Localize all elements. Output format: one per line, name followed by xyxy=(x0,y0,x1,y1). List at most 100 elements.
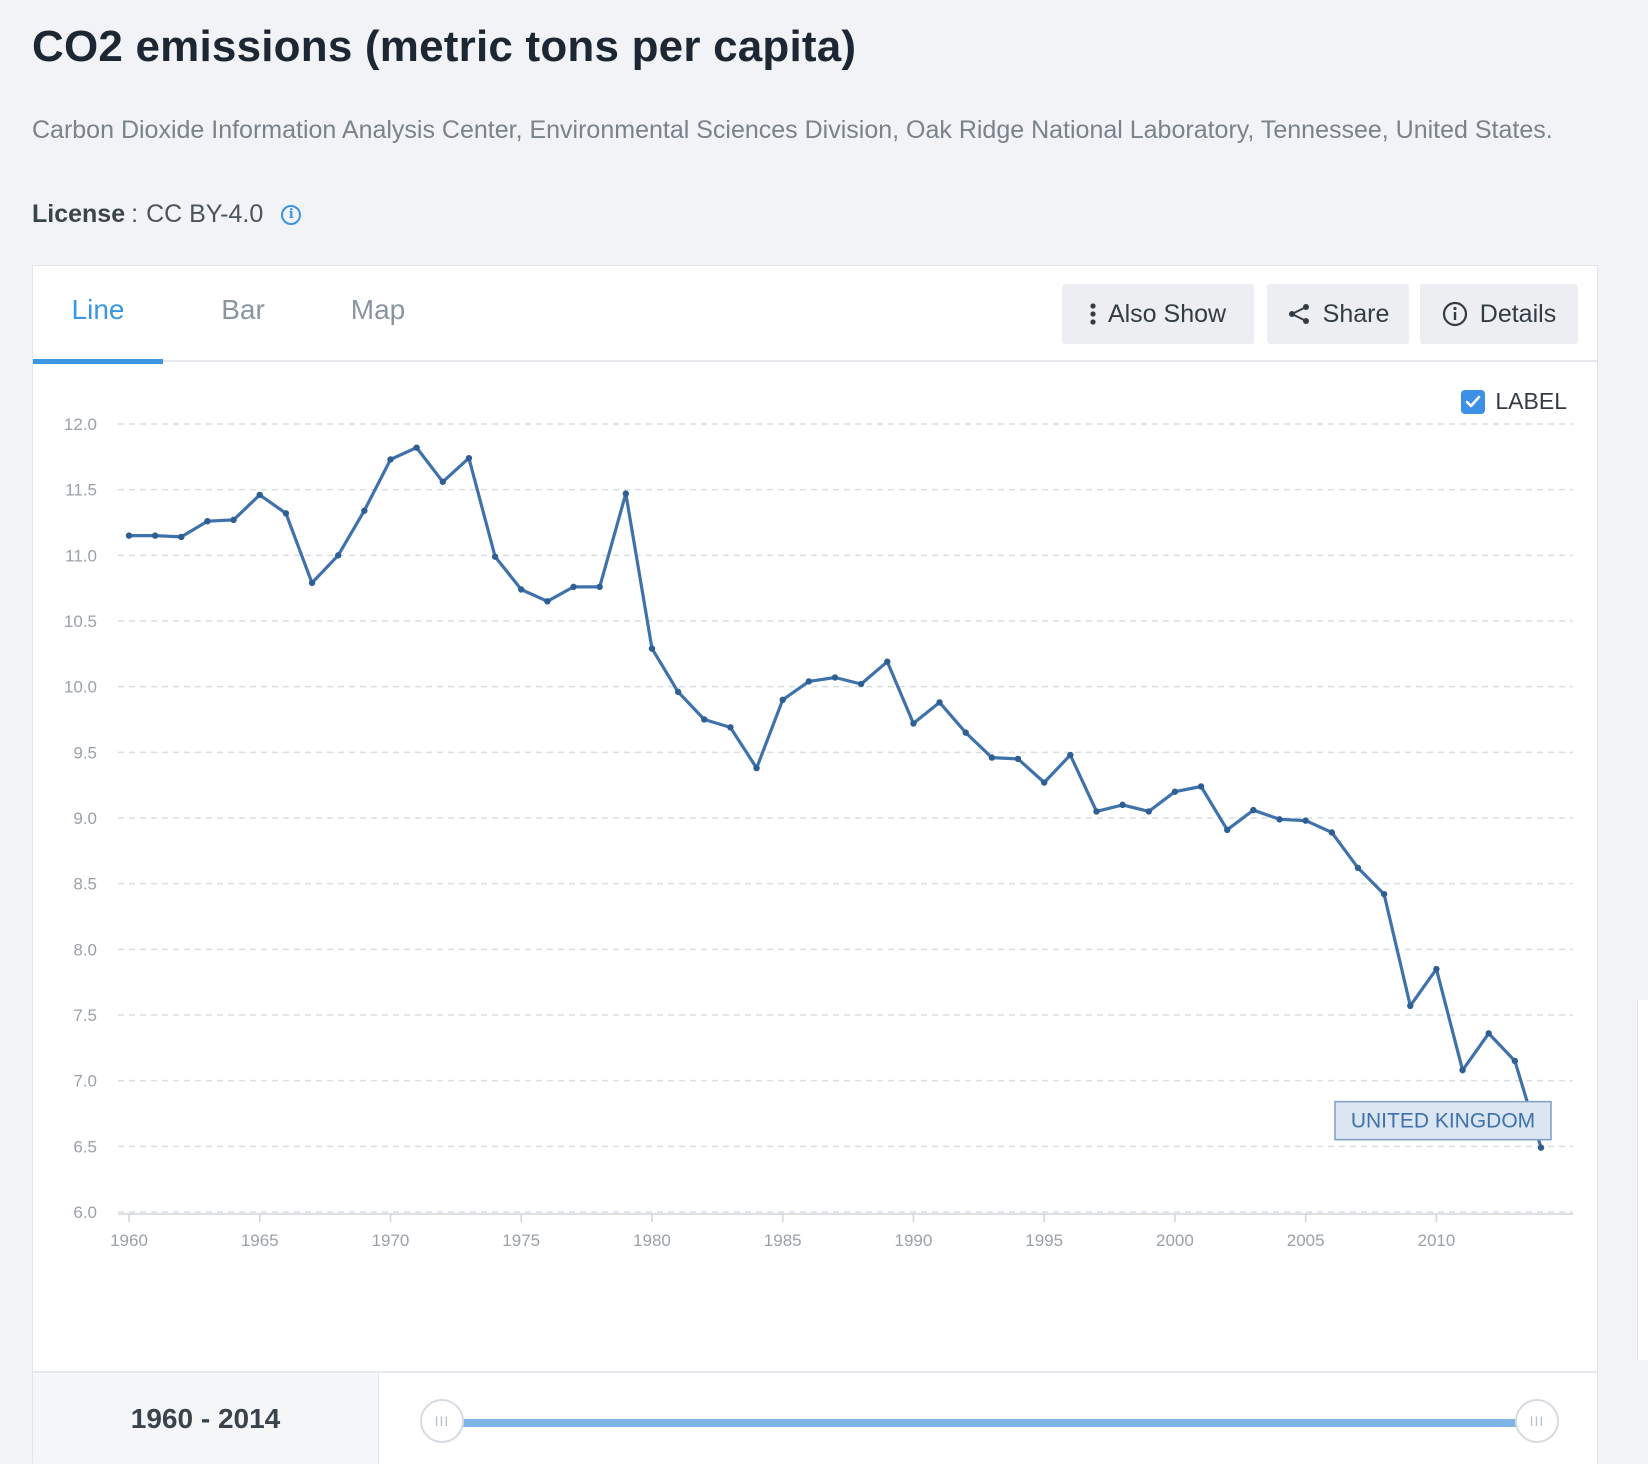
data-point xyxy=(413,444,420,451)
data-point xyxy=(596,583,603,591)
data-point xyxy=(701,716,708,723)
data-point xyxy=(230,516,237,524)
data-point xyxy=(1433,965,1440,973)
data-point xyxy=(1537,1144,1545,1151)
data-point xyxy=(1407,1002,1414,1010)
x-tick-label: 1970 xyxy=(372,1231,410,1250)
y-tick-label: 8.0 xyxy=(73,940,97,959)
data-point xyxy=(910,720,917,727)
data-point xyxy=(204,517,211,525)
data-point xyxy=(1485,1030,1492,1037)
data-point xyxy=(1093,808,1100,815)
data-point xyxy=(125,532,133,539)
y-tick-label: 8.5 xyxy=(73,875,97,894)
data-point xyxy=(491,553,499,560)
license-row: License : CC BY-4.0 i xyxy=(32,200,302,229)
x-tick-label: 2010 xyxy=(1417,1231,1455,1250)
data-point xyxy=(387,456,394,463)
data-point xyxy=(857,680,865,688)
side-panel-edge xyxy=(1637,1000,1648,1360)
data-point xyxy=(1145,808,1152,815)
data-point xyxy=(1197,783,1205,790)
more-vertical-icon xyxy=(1090,303,1096,325)
also-show-label: Also Show xyxy=(1107,299,1227,328)
y-tick-label: 9.5 xyxy=(73,743,97,762)
data-point xyxy=(1380,890,1388,898)
data-point xyxy=(1171,788,1179,795)
y-tick-label: 12.0 xyxy=(64,415,97,434)
y-tick-label: 7.0 xyxy=(73,1072,97,1091)
data-point xyxy=(1276,816,1283,823)
data-point xyxy=(988,754,996,761)
data-point xyxy=(1511,1057,1519,1065)
year-range: 1960 - 2014 xyxy=(33,1373,379,1464)
chart-panel: Line Bar Map Also Show Share Details 12.… xyxy=(32,265,1598,1464)
data-point xyxy=(282,510,290,517)
x-tick-label: 1960 xyxy=(110,1231,148,1250)
x-tick-label: 2005 xyxy=(1287,1231,1325,1250)
data-point xyxy=(674,688,682,696)
data-point xyxy=(439,478,446,485)
data-point xyxy=(1040,779,1048,786)
y-tick-label: 10.5 xyxy=(64,612,97,631)
x-tick-label: 1975 xyxy=(502,1231,540,1250)
data-point xyxy=(518,586,525,593)
data-point xyxy=(727,724,734,731)
tab-bar[interactable]: Bar xyxy=(221,294,265,325)
license-separator: : xyxy=(131,200,139,228)
data-point xyxy=(465,454,473,462)
info-circle-icon xyxy=(1442,301,1468,327)
also-show-button[interactable]: Also Show xyxy=(1062,284,1254,344)
source-text: Carbon Dioxide Information Analysis Cent… xyxy=(32,116,1553,144)
y-tick-label: 10.0 xyxy=(64,678,97,697)
share-label: Share xyxy=(1322,299,1390,328)
label-toggle[interactable]: LABEL xyxy=(1461,388,1567,415)
data-point xyxy=(1328,829,1336,836)
info-icon[interactable]: i xyxy=(281,204,302,225)
data-point xyxy=(334,552,342,559)
license-label: License xyxy=(32,200,126,228)
data-point xyxy=(570,583,577,591)
label-toggle-text: LABEL xyxy=(1495,388,1567,414)
data-point xyxy=(308,579,316,587)
data-point xyxy=(1067,751,1074,759)
series-line xyxy=(129,446,1543,1149)
data-point xyxy=(936,699,943,706)
chart-tabs: Line Bar Map Also Show Share Details xyxy=(33,266,1597,364)
checkbox-checked-icon[interactable] xyxy=(1461,389,1486,414)
range-slider-track[interactable] xyxy=(443,1419,1537,1427)
share-icon xyxy=(1287,302,1311,326)
range-footer: 1960 - 2014 III III xyxy=(33,1371,1597,1464)
series-label-box xyxy=(1334,1100,1552,1141)
data-point xyxy=(1354,864,1362,872)
x-tick-label: 1990 xyxy=(895,1231,933,1250)
data-point xyxy=(1250,806,1257,814)
y-tick-label: 11.5 xyxy=(65,481,97,500)
x-tick-label: 1980 xyxy=(633,1231,671,1250)
share-button[interactable]: Share xyxy=(1267,284,1409,344)
page-title: CO2 emissions (metric tons per capita) xyxy=(32,22,857,71)
tab-line[interactable]: Line xyxy=(33,266,163,364)
range-start-handle[interactable]: III xyxy=(420,1399,464,1443)
data-point xyxy=(779,696,786,703)
x-tick-label: 1965 xyxy=(241,1231,279,1250)
y-tick-label: 6.5 xyxy=(73,1137,97,1156)
data-point xyxy=(178,533,185,541)
details-button[interactable]: Details xyxy=(1420,284,1578,344)
data-point xyxy=(1459,1066,1466,1074)
x-tick-label: 2000 xyxy=(1156,1231,1194,1250)
data-point xyxy=(256,491,263,499)
series-label: UNITED KINGDOM xyxy=(1351,1110,1535,1133)
data-point xyxy=(151,532,159,539)
data-point xyxy=(962,729,969,736)
tab-map[interactable]: Map xyxy=(350,294,406,325)
data-point xyxy=(361,507,368,514)
data-point xyxy=(648,645,656,652)
y-tick-label: 11.0 xyxy=(65,546,97,565)
data-point xyxy=(1302,817,1309,824)
data-point xyxy=(544,598,551,605)
range-end-handle[interactable]: III xyxy=(1515,1399,1559,1443)
details-label: Details xyxy=(1479,299,1557,328)
data-point xyxy=(1224,826,1231,834)
license-value: CC BY-4.0 xyxy=(146,200,264,228)
